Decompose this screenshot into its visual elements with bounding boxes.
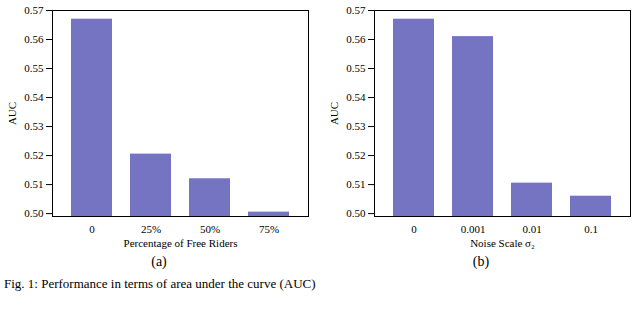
- svg-text:0: 0: [89, 223, 95, 235]
- svg-text:0.51: 0.51: [346, 178, 365, 190]
- svg-text:0.1: 0.1: [584, 223, 598, 235]
- svg-text:AUC: AUC: [328, 102, 340, 125]
- svg-text:0.57: 0.57: [346, 4, 366, 16]
- svg-text:0.54: 0.54: [346, 91, 366, 103]
- svg-text:0.53: 0.53: [24, 120, 44, 132]
- svg-text:0.56: 0.56: [24, 33, 44, 45]
- html-text:(b): (b): [472, 254, 490, 269]
- svg-text:0.55: 0.55: [24, 62, 44, 74]
- svg-text:0.53: 0.53: [346, 120, 366, 132]
- svg-text:75%: 75%: [259, 223, 279, 235]
- svg-text:0.52: 0.52: [346, 149, 365, 161]
- svg-text:0.52: 0.52: [24, 149, 43, 161]
- svg-text:0.50: 0.50: [346, 207, 366, 219]
- svg-text:0.001: 0.001: [461, 223, 486, 235]
- html-text:(a): (a): [151, 254, 167, 269]
- html-text:Fig. 1: Performance in terms o: Fig. 1: Performance in terms of area und…: [4, 276, 316, 291]
- svg-text:0: 0: [411, 223, 417, 235]
- svg-text:50%: 50%: [200, 223, 220, 235]
- svg-text:0.54: 0.54: [24, 91, 44, 103]
- svg-text:0.57: 0.57: [24, 4, 44, 16]
- svg-text:0.55: 0.55: [346, 62, 366, 74]
- svg-text:AUC: AUC: [6, 102, 18, 125]
- svg-text:0.51: 0.51: [24, 178, 43, 190]
- svg-text:25%: 25%: [141, 223, 161, 235]
- svg-text:0.56: 0.56: [346, 33, 366, 45]
- svg-text:Percentage of Free Riders: Percentage of Free Riders: [124, 237, 238, 249]
- svg-text:0.50: 0.50: [24, 207, 44, 219]
- svg-text:0.01: 0.01: [522, 223, 541, 235]
- svg-text:Noise Scale σ₂: Noise Scale σ₂: [470, 237, 535, 249]
